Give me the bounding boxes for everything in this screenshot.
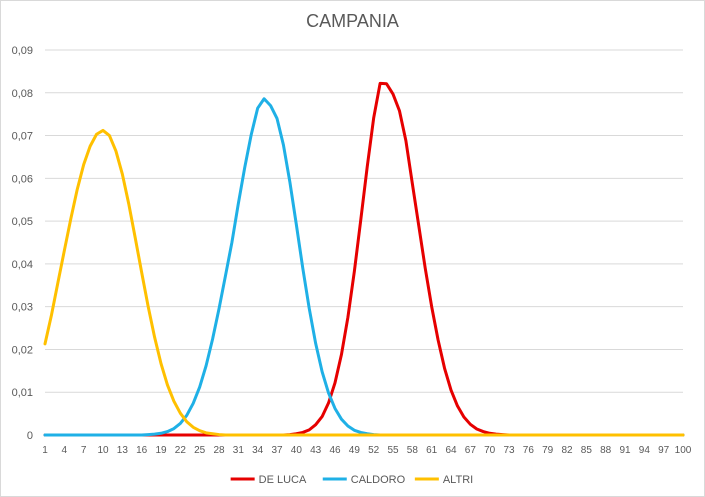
x-tick-label: 85 [581, 445, 593, 456]
x-tick-label: 31 [233, 445, 245, 456]
x-tick-label: 10 [97, 445, 109, 456]
y-tick-label: 0,08 [12, 88, 33, 100]
x-tick-label: 1 [42, 445, 48, 456]
legend-item: ALTRI [414, 474, 473, 486]
x-tick-label: 64 [445, 445, 457, 456]
y-tick-label: 0,04 [12, 259, 33, 271]
x-tick-label: 34 [252, 445, 264, 456]
legend-label: DE LUCA [259, 474, 307, 486]
y-tick-label: 0,02 [12, 344, 33, 356]
x-tick-label: 46 [329, 445, 341, 456]
y-tick-label: 0,06 [12, 173, 33, 185]
y-axis-tick-labels: 0 0,01 0,02 0,03 0,04 0,05 0,06 0,07 0,08 0,09 [12, 45, 33, 442]
chart-title: CAMPANIA [306, 11, 399, 31]
x-tick-label: 67 [465, 445, 477, 456]
y-tick-label: 0,01 [12, 387, 33, 399]
x-tick-label: 61 [426, 445, 438, 456]
y-tick-label: 0,07 [12, 131, 33, 143]
x-tick-label: 100 [675, 445, 692, 456]
x-axis-tick-labels: 1 4 7 10 13 16 19 22 25 28 31 34 37 40 43 46 49 52 55 58 61 6… [42, 445, 692, 456]
x-tick-label: 76 [523, 445, 535, 456]
x-tick-label: 19 [155, 445, 167, 456]
y-tick-label: 0,09 [12, 45, 33, 57]
y-tick-label: 0,03 [12, 302, 33, 314]
x-tick-label: 43 [310, 445, 322, 456]
series-line-altri [43, 128, 685, 437]
y-tick-label: 0,05 [12, 216, 33, 228]
x-tick-label: 58 [407, 445, 419, 456]
x-tick-label: 52 [368, 445, 380, 456]
series-lines [43, 81, 685, 437]
x-tick-label: 73 [503, 445, 515, 456]
x-tick-label: 94 [639, 445, 651, 456]
legend: DE LUCA CALDORO ALTRI [230, 474, 473, 486]
x-tick-label: 40 [291, 445, 303, 456]
x-tick-label: 55 [387, 445, 399, 456]
x-tick-label: 97 [658, 445, 670, 456]
x-tick-label: 25 [194, 445, 206, 456]
x-tick-label: 88 [600, 445, 612, 456]
legend-item: CALDORO [322, 474, 406, 486]
gridlines [45, 49, 683, 436]
x-tick-label: 4 [62, 445, 68, 456]
x-tick-label: 91 [619, 445, 631, 456]
legend-item: DE LUCA [230, 474, 307, 486]
legend-label: CALDORO [351, 474, 406, 486]
x-tick-label: 82 [561, 445, 573, 456]
x-tick-label: 16 [136, 445, 148, 456]
x-tick-label: 49 [349, 445, 361, 456]
y-tick-label: 0 [27, 430, 33, 442]
legend-label: ALTRI [443, 474, 473, 486]
x-tick-label: 22 [175, 445, 187, 456]
x-tick-label: 7 [81, 445, 87, 456]
x-tick-label: 79 [542, 445, 554, 456]
x-tick-label: 28 [213, 445, 225, 456]
x-tick-label: 13 [117, 445, 129, 456]
x-tick-label: 70 [484, 445, 496, 456]
x-tick-label: 37 [271, 445, 283, 456]
